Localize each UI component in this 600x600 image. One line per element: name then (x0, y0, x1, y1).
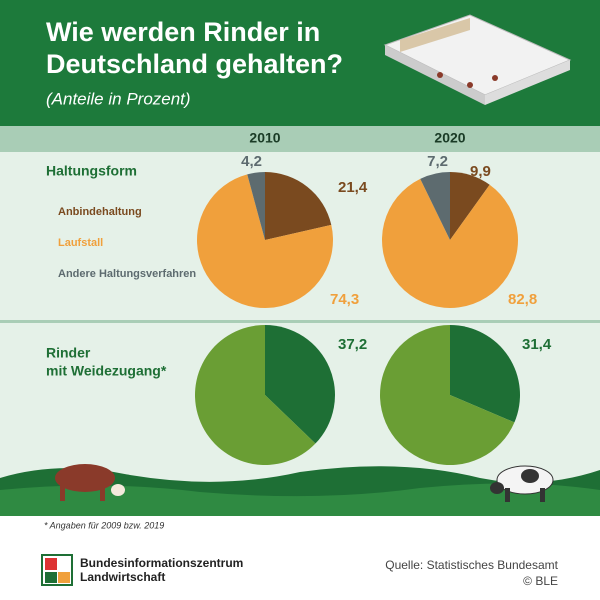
row-label: Rinder (46, 345, 91, 361)
legend-label: Andere Haltungsverfahren (58, 268, 196, 280)
legend-label: Laufstall (58, 237, 103, 249)
value-label: 31,4 (522, 336, 552, 353)
pie-slice (265, 172, 332, 240)
pie-slice (194, 325, 316, 465)
barn-illustration (383, 14, 572, 105)
pie-slice (420, 172, 450, 240)
pie-slice (450, 325, 521, 423)
pie-slice (265, 325, 335, 444)
title-line: Wie werden Rinder in (46, 17, 320, 47)
value-label: 9,9 (470, 163, 491, 180)
logo-text: Bundesinformationszentrum (80, 556, 243, 570)
pie-slice (450, 172, 490, 240)
value-label: 82,8 (508, 291, 537, 308)
value-label: 21,4 (338, 179, 368, 196)
source: Quelle: Statistisches Bundesamt (385, 558, 558, 572)
divider (0, 320, 600, 323)
pie-slice (382, 178, 518, 309)
meadow (0, 483, 600, 516)
pie-slice (196, 174, 333, 308)
value-label: 74,3 (330, 291, 359, 308)
year-label: 2010 (249, 130, 280, 146)
logo (41, 554, 73, 586)
legend-label: Anbindehaltung (58, 206, 142, 218)
year-band (0, 126, 600, 152)
cow-illustration (55, 464, 125, 501)
row-label: mit Weidezugang* (46, 363, 167, 379)
value-label: 37,2 (338, 336, 367, 353)
value-label: 4,2 (241, 153, 262, 170)
value-label: 7,2 (427, 153, 448, 170)
copyright: © BLE (523, 574, 558, 588)
title-line: Deutschland gehalten? (46, 49, 343, 79)
row-label: Haltungsform (46, 163, 137, 179)
pie-slice (247, 172, 265, 240)
logo-text: Landwirtschaft (80, 570, 165, 584)
cow-illustration (490, 465, 554, 502)
year-label: 2020 (434, 130, 465, 146)
pie-slice (380, 325, 515, 465)
subtitle: (Anteile in Prozent) (46, 89, 191, 108)
footnote: * Angaben für 2009 bzw. 2019 (44, 520, 164, 530)
